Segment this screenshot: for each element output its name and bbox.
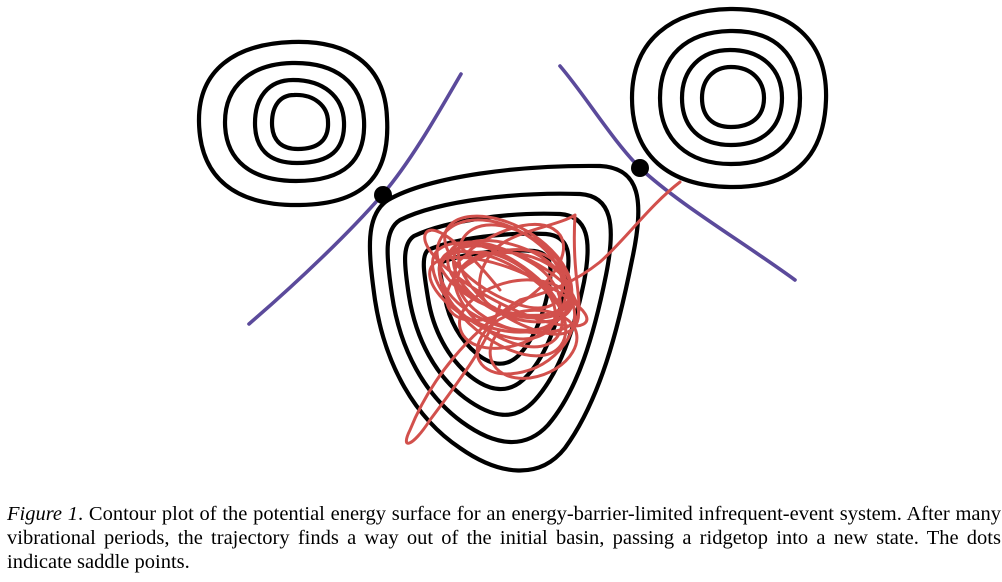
right-basin-contours	[629, 6, 829, 190]
right-basin-contour-outer	[629, 6, 829, 190]
figure-caption-text: . Contour plot of the potential energy s…	[7, 503, 1001, 573]
right-basin-contour-3	[679, 47, 785, 148]
central-basin-contour-3	[402, 211, 590, 417]
right-ridge-line	[558, 64, 797, 282]
left-basin-contour-outer	[196, 39, 390, 208]
right-saddle-point	[631, 159, 649, 177]
saddle-points	[374, 159, 649, 204]
central-basin-contours	[367, 163, 641, 473]
left-basin-contour-2	[222, 60, 367, 184]
central-basin-contour-outer	[367, 163, 641, 473]
central-basin-contour-2	[385, 191, 613, 445]
right-basin-contour-2	[657, 28, 803, 167]
left-ridge-line	[247, 72, 463, 326]
figure-label: Figure 1	[7, 503, 79, 525]
contour-figure	[196, 6, 829, 473]
trajectory-long-excursion	[404, 298, 522, 445]
trajectory-tangle-2	[445, 222, 579, 380]
left-basin-contours	[196, 39, 390, 208]
right-basin-contour-4	[699, 64, 767, 130]
trajectory	[404, 180, 682, 445]
figure-caption: Figure 1. Contour plot of the potential …	[7, 502, 1001, 574]
central-basin-contour-4	[421, 231, 571, 392]
left-basin-contour-3	[252, 77, 347, 166]
left-basin-contour-4	[269, 92, 331, 152]
left-saddle-point	[374, 186, 392, 204]
